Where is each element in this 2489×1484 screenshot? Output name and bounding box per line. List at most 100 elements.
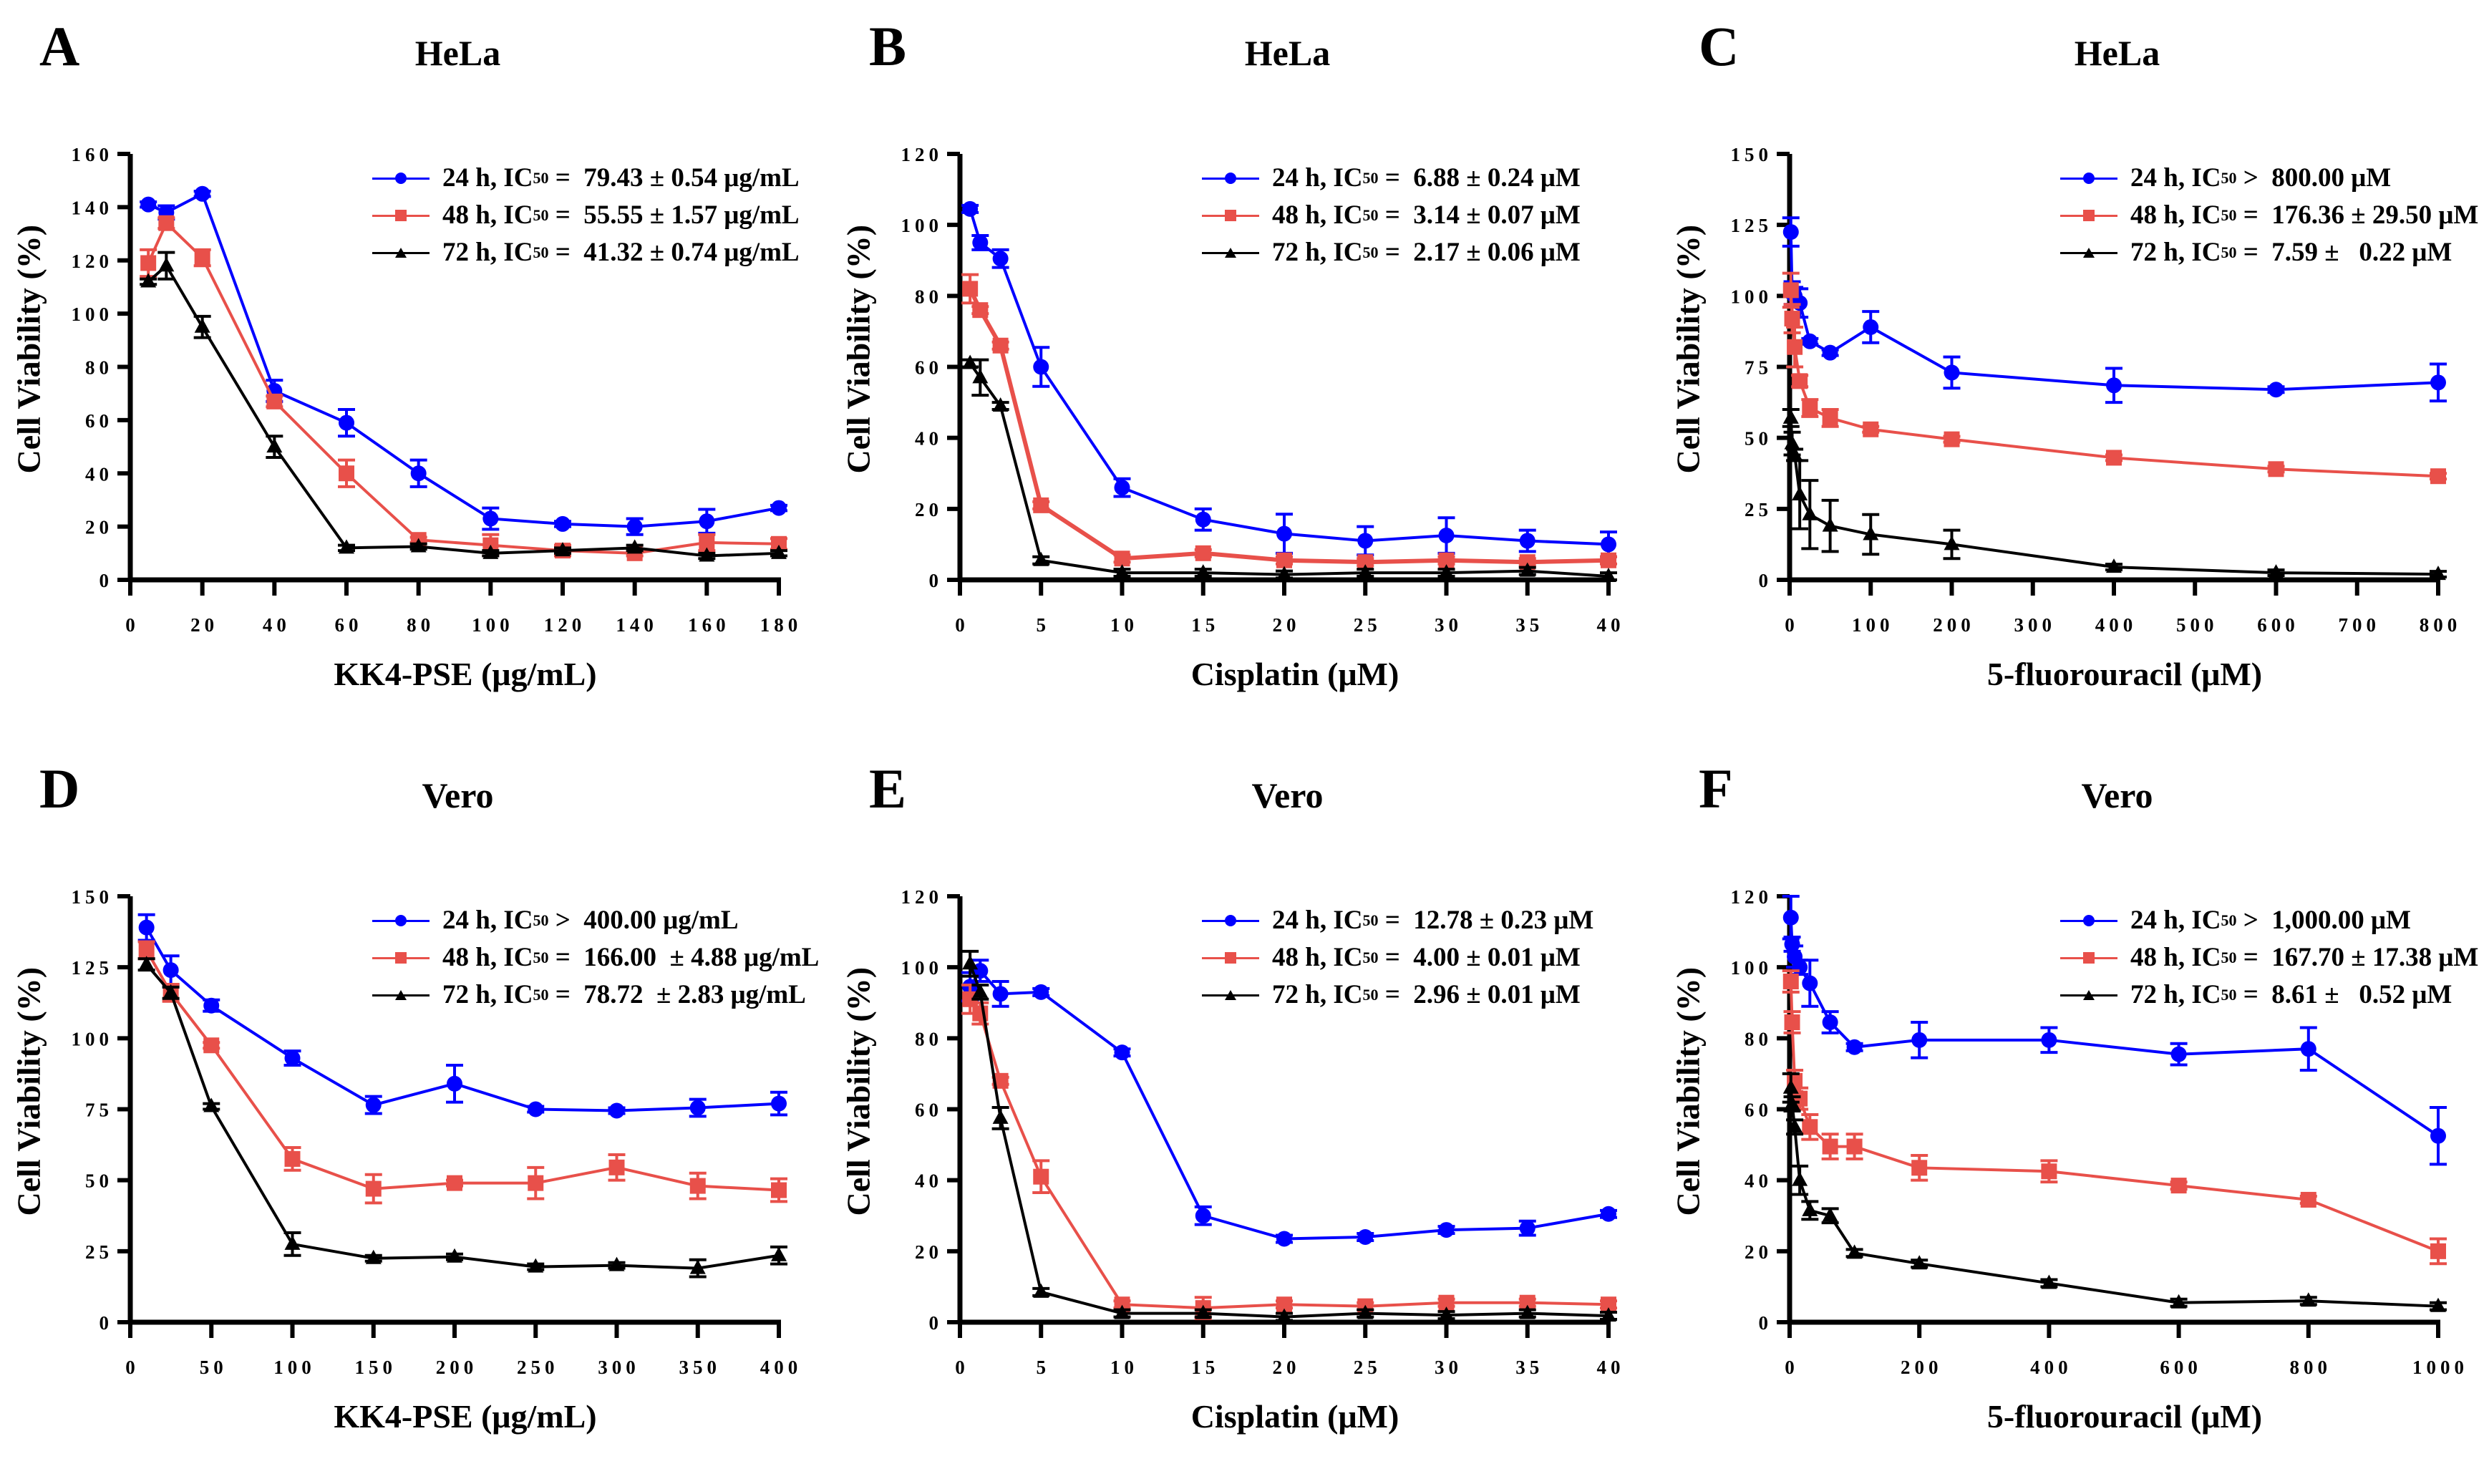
data-point [1114,480,1130,496]
legend-label-subscript: 50 [1362,243,1379,261]
chart-svg: 0 20 40 60 80 100 120 0 5 10 15 20 25 30 35 40 [901,144,1621,636]
data-point [2106,558,2122,573]
data-point [528,1258,544,1273]
legend-label-value: 167.70 ± 17.38 μM [2271,943,2479,972]
series-24h [140,185,787,536]
data-point [972,302,989,319]
x-tick-label: 500 [2176,614,2218,636]
x-tick-label: 0 [955,1357,969,1378]
data-point [1519,1220,1535,1236]
y-tick-label: 125 [1731,215,1773,236]
data-point [482,544,499,559]
series-line [968,288,1609,565]
data-point [138,956,155,971]
data-point [771,544,787,559]
y-tick-label: 120 [72,251,114,272]
data-point [1357,564,1374,579]
data-point [1944,535,1960,551]
series-72h [1782,1072,2447,1312]
x-tick-label: 800 [2290,1357,2332,1378]
legend-label-subscript: 50 [1362,949,1379,966]
x-tick-label: 10 [1110,614,1138,636]
legend-label-relation: > [2236,906,2272,935]
y-tick-label: 100 [901,215,943,236]
data-point [992,986,1009,1002]
data-point [962,281,979,297]
data-point [203,1097,220,1112]
series-48h [961,273,1617,571]
data-point [1792,486,1808,500]
y-tick-label: 60 [915,357,943,379]
x-tick-label: 250 [517,1357,559,1378]
triangle-marker-icon [1225,990,1236,1000]
data-point [2170,1046,2187,1062]
legend-label-value: 176.36 ± 29.50 μM [2271,200,2479,230]
x-tick-label: 0 [125,1357,140,1378]
legend-swatch [2060,171,2117,185]
data-point [1114,551,1130,567]
data-point [158,257,175,272]
data-point [1802,505,1818,520]
series-72h [961,949,1617,1323]
legend-swatch [372,951,430,965]
data-point [1822,344,1838,361]
legend-label-relation: = [548,980,584,1009]
x-tick-label: 200 [1901,1357,1943,1378]
legend-label-relation: = [1378,906,1414,935]
data-point [992,251,1009,267]
y-tick-label: 0 [100,570,114,591]
series-line [145,949,780,1192]
x-axis-title: Cisplatin (μM) [1190,1398,1399,1435]
series-72h [140,251,787,562]
legend-swatch [2060,246,2117,260]
data-point [1911,1255,1928,1270]
legend-label-prefix: 48 h, IC [442,200,533,230]
data-point [1784,1095,1800,1110]
data-point [2268,382,2284,398]
data-point [1784,1014,1800,1031]
data-point [1911,1160,1928,1176]
legend-label-subscript: 50 [1362,911,1379,929]
data-point [284,1150,301,1167]
data-point [1276,566,1292,581]
legend-label-subscript: 50 [533,206,549,224]
data-point [699,534,715,551]
legend-label-subscript: 50 [1362,206,1379,224]
legend-label-subscript: 50 [2221,911,2237,929]
legend-label-value: 12.78 ± 0.23 μM [1413,906,1594,935]
legend-label-subscript: 50 [2221,206,2237,224]
y-tick-label: 60 [85,410,113,432]
x-tick-label: 800 [2420,614,2462,636]
series-48h [961,983,1617,1321]
y-axis-title: Cell Viability (%) [1669,224,1707,473]
legend-swatch [1202,208,1259,223]
data-point [194,318,210,333]
data-point [365,1097,382,1113]
data-point [1822,1138,1838,1155]
panel-letter: B [869,15,907,77]
legend-swatch [1202,246,1259,260]
legend-label-relation: = [2236,200,2272,230]
legend-item: 48 h, IC 50 = 4.00 ± 0.01 μM [1202,939,1593,976]
series-line [1789,981,2439,1253]
x-axis-title: Cisplatin (μM) [1190,656,1399,692]
panel-c: C HeLa 0 25 50 75 100 125 150 0 100 200 300 400 500 600… [1659,0,2489,742]
series-line [969,998,1609,1310]
panel-f: F Vero 0 20 40 60 80 100 120 0 200 400 600 800 1000 5-f… [1659,742,2489,1484]
data-point [410,465,427,482]
legend-label-value: 1,000.00 μM [2271,906,2411,935]
data-point [1802,975,1818,991]
square-marker-icon [2083,952,2095,964]
data-point [2300,1041,2316,1057]
panel-letter: A [39,15,80,77]
data-point [626,518,643,535]
y-tick-label: 100 [901,957,943,979]
series-24h [137,913,787,1119]
panel-letter: C [1699,15,1740,77]
x-axis-title: 5-fluorouracil (μM) [1986,1398,2263,1435]
x-tick-label: 350 [679,1357,722,1378]
legend-item: 24 h, IC 50 > 1,000.00 μM [2060,902,2478,939]
data-point [162,962,179,979]
series-72h [137,956,787,1279]
y-tick-label: 80 [915,286,943,307]
